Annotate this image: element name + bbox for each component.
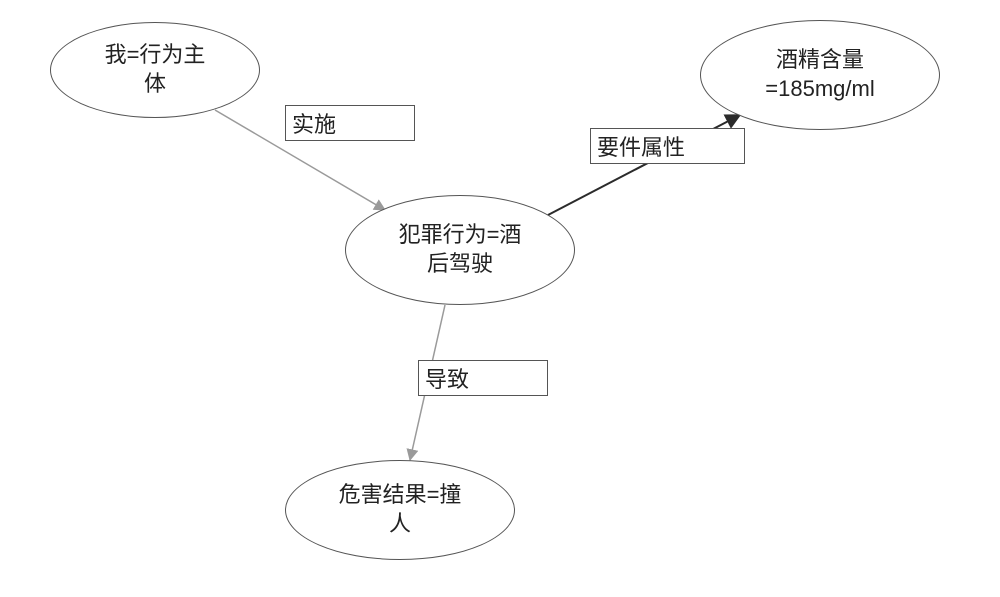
- edge-label-implement: 实施: [285, 105, 415, 141]
- node-alcohol: 酒精含量 =185mg/ml: [700, 20, 940, 130]
- node-subject-label: 我=行为主 体: [105, 41, 206, 98]
- edge-label-cause-text: 导致: [425, 362, 469, 394]
- node-act: 犯罪行为=酒 后驾驶: [345, 195, 575, 305]
- node-alcohol-label: 酒精含量 =185mg/ml: [765, 46, 874, 103]
- edge-label-attribute-text: 要件属性: [597, 130, 685, 162]
- node-result: 危害结果=撞 人: [285, 460, 515, 560]
- node-result-label: 危害结果=撞 人: [339, 481, 462, 538]
- node-subject: 我=行为主 体: [50, 22, 260, 118]
- node-act-label: 犯罪行为=酒 后驾驶: [399, 221, 522, 278]
- edge-label-implement-text: 实施: [292, 107, 336, 139]
- edge-label-cause: 导致: [418, 360, 548, 396]
- edge-label-attribute: 要件属性: [590, 128, 745, 164]
